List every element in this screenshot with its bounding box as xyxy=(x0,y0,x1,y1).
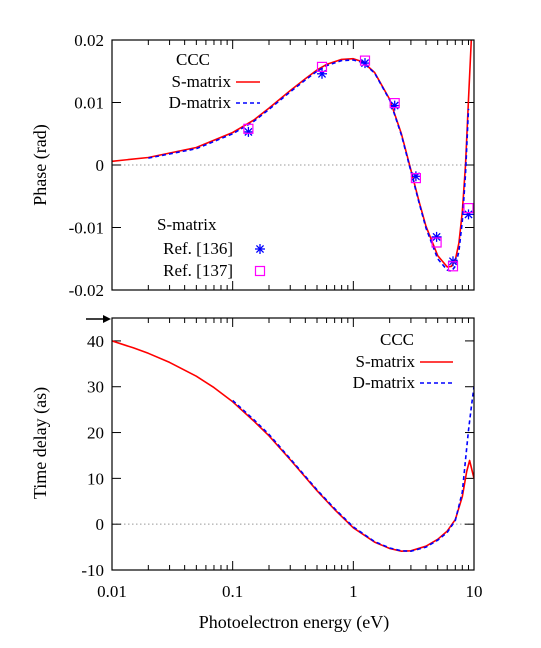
ref136-point xyxy=(463,209,474,220)
time-delay-x-tick-label: 0.01 xyxy=(97,582,127,601)
reference-legend-ref137-symbol xyxy=(254,265,266,277)
x-axis-label: Photoelectron energy (eV) xyxy=(199,612,390,633)
ref137-point xyxy=(316,61,328,73)
ref136-point-stroke xyxy=(464,210,473,219)
reference-legend-ref136-label: Ref. [136] xyxy=(163,239,233,258)
time-delay-legend-title: CCC xyxy=(380,330,414,349)
time-delay-y-tick-label: 0 xyxy=(96,515,105,534)
time-delay-y-axis-label: Time delay (as) xyxy=(30,387,51,499)
ref136-point-stroke xyxy=(432,232,441,241)
phase-legend-s-matrix-label: S-matrix xyxy=(172,72,232,91)
phase-plot-area xyxy=(112,40,474,273)
phase-series-d-matrix xyxy=(148,59,470,273)
ref137-point xyxy=(447,261,459,272)
phase-panel: -0.02 -0.01 0 0.01 0.02 xyxy=(69,31,475,300)
phase-y-tick-label: -0.01 xyxy=(69,219,104,238)
ref136-point xyxy=(431,231,442,242)
ref136-point xyxy=(389,100,400,111)
phase-series-s-matrix xyxy=(112,40,473,268)
ref136-point xyxy=(360,58,370,69)
time-delay-legend: CCC S-matrix D-matrix xyxy=(353,330,453,392)
phase-legend: CCC S-matrix D-matrix xyxy=(169,50,260,112)
ref137-point xyxy=(431,237,442,248)
ref137-point xyxy=(410,173,421,184)
time-delay-series-d-matrix xyxy=(232,386,474,552)
ref136-point xyxy=(243,126,254,137)
ref136-point-stroke xyxy=(244,127,253,136)
reference-legend-title: S-matrix xyxy=(157,215,217,234)
time-delay-y-tick-label: -10 xyxy=(81,561,104,580)
time-delay-plot-area xyxy=(112,340,474,552)
time-delay-panel: 0.01 0.1 1 10 -10 0 10 20 30 40 xyxy=(81,317,483,601)
ref137-point xyxy=(359,55,371,66)
time-delay-y-tick-label: 10 xyxy=(87,469,104,488)
phase-plot-frame xyxy=(111,39,475,291)
phase-y-tick-label: 0.01 xyxy=(74,94,104,113)
phase-legend-d-matrix-label: D-matrix xyxy=(169,93,232,112)
time-delay-y-tick-label: 20 xyxy=(87,424,104,443)
phase-y-tick-label: 0 xyxy=(96,156,105,175)
phase-y-tick-label: 0.02 xyxy=(74,31,104,50)
time-delay-legend-s-matrix-label: S-matrix xyxy=(356,352,416,371)
reference-legend-ref136-symbol xyxy=(255,244,265,254)
ref137-point xyxy=(389,97,400,109)
reference-legend-ref137-label: Ref. [137] xyxy=(163,261,233,280)
ref137-point xyxy=(463,203,474,214)
reference-legend: S-matrix Ref. [136] Ref. [137] xyxy=(157,215,266,280)
time-delay-legend-d-matrix-label: D-matrix xyxy=(353,373,416,392)
arrow-icon xyxy=(86,315,111,323)
phase-y-tick-label: -0.02 xyxy=(69,281,104,300)
ref137-point xyxy=(243,123,254,134)
ref136-point xyxy=(317,68,327,79)
time-delay-x-tick-label: 1 xyxy=(349,582,358,601)
time-delay-x-tick-label: 0.1 xyxy=(222,582,243,601)
time-delay-y-tick-label: 40 xyxy=(87,332,104,351)
time-delay-y-tick-label: 30 xyxy=(87,378,104,397)
phase-legend-title: CCC xyxy=(176,50,210,69)
time-delay-series-s-matrix xyxy=(112,340,474,552)
phase-y-axis-label: Phase (rad) xyxy=(30,124,51,205)
ref136-point xyxy=(410,171,421,182)
time-delay-plot-frame xyxy=(111,317,475,571)
time-delay-x-tick-label: 10 xyxy=(466,582,483,601)
